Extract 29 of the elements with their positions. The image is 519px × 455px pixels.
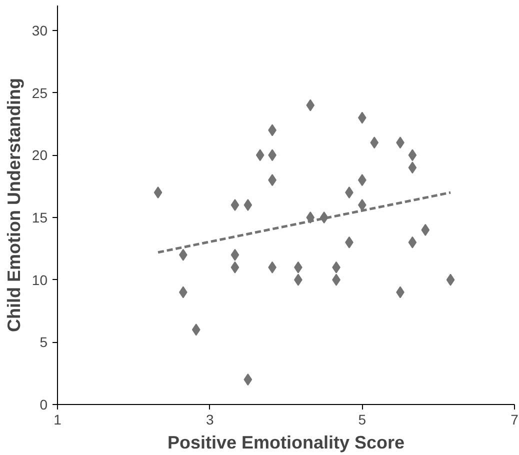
point bbox=[421, 224, 430, 236]
x-tick-label: 1 bbox=[54, 412, 62, 428]
point bbox=[358, 199, 366, 211]
y-tick-label: 10 bbox=[32, 272, 48, 288]
point bbox=[244, 199, 252, 211]
point bbox=[230, 199, 240, 211]
y-tick-label: 0 bbox=[40, 396, 48, 412]
point bbox=[370, 136, 379, 149]
point bbox=[230, 248, 240, 261]
x-axis-title: Positive Emotionality Score bbox=[167, 432, 405, 452]
y-tick-label: 5 bbox=[40, 334, 48, 350]
x-tick-label: 3 bbox=[206, 412, 214, 428]
point bbox=[306, 99, 315, 112]
y-tick-label: 15 bbox=[32, 209, 48, 226]
point bbox=[230, 261, 240, 274]
point bbox=[408, 149, 417, 162]
point bbox=[408, 236, 417, 248]
y-tick-label: 30 bbox=[32, 22, 48, 38]
y-tick-label: 25 bbox=[32, 84, 48, 101]
x-tick-label: 7 bbox=[510, 412, 519, 428]
y-tick-label: 20 bbox=[32, 147, 48, 164]
point bbox=[408, 162, 417, 174]
y-axis-title: Child Emotion Understanding bbox=[4, 78, 24, 332]
point bbox=[244, 374, 252, 386]
x-tick-label: 5 bbox=[358, 412, 366, 428]
point bbox=[192, 324, 200, 336]
point bbox=[446, 274, 455, 286]
point bbox=[154, 186, 162, 199]
point bbox=[256, 149, 264, 162]
